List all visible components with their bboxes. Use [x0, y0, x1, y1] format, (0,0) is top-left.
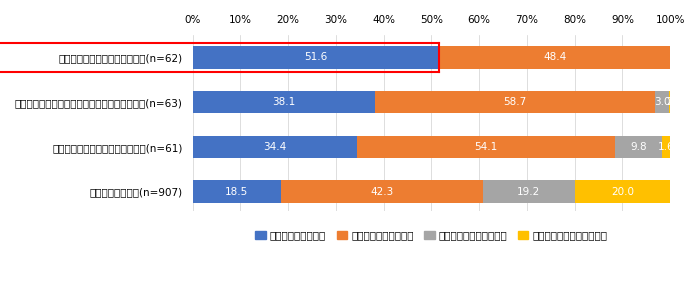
Legend: とても重要だと思う, ある程度重要だと思う, あまり重要だと思わない, まったく重要だと思わない: とても重要だと思う, ある程度重要だと思う, あまり重要だと思わない, まったく…	[251, 226, 612, 244]
Text: 20.0: 20.0	[611, 187, 634, 197]
Bar	[439, 46, 671, 69]
Text: 38.1: 38.1	[272, 97, 295, 107]
Bar	[281, 181, 483, 203]
Bar	[193, 136, 357, 158]
Text: 42.3: 42.3	[370, 187, 393, 197]
Bar	[615, 136, 662, 158]
Text: 1.6: 1.6	[657, 142, 674, 152]
Text: 18.5: 18.5	[225, 187, 248, 197]
Bar	[374, 91, 655, 113]
Text: 48.4: 48.4	[543, 53, 566, 63]
Text: 3.0: 3.0	[654, 97, 671, 107]
Text: 54.1: 54.1	[475, 142, 498, 152]
Text: 58.7: 58.7	[503, 97, 526, 107]
Bar	[193, 91, 374, 113]
Bar	[662, 136, 670, 158]
Text: 51.6: 51.6	[304, 53, 328, 63]
Bar	[357, 136, 615, 158]
Bar	[669, 91, 679, 113]
Text: 19.2: 19.2	[517, 187, 540, 197]
Bar	[483, 181, 575, 203]
Text: 9.8: 9.8	[631, 142, 647, 152]
Bar	[575, 181, 671, 203]
Bar	[193, 46, 439, 69]
Text: 2.0: 2.0	[666, 97, 682, 107]
Bar	[655, 91, 669, 113]
Bar	[193, 181, 281, 203]
Text: 34.4: 34.4	[263, 142, 286, 152]
